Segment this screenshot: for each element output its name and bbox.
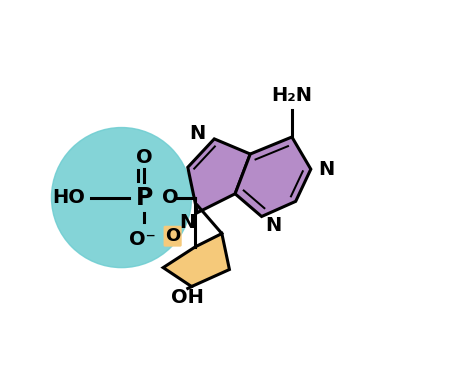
Text: O: O <box>136 148 153 167</box>
Text: P: P <box>136 185 153 210</box>
Text: N: N <box>265 217 281 236</box>
Polygon shape <box>163 234 229 287</box>
Text: HO: HO <box>52 188 85 207</box>
Text: O⁻: O⁻ <box>129 230 156 249</box>
Text: N: N <box>180 213 196 232</box>
Text: H₂N: H₂N <box>272 86 312 105</box>
Text: OH: OH <box>171 288 204 307</box>
Text: N: N <box>189 124 205 143</box>
Polygon shape <box>188 139 250 213</box>
Circle shape <box>52 128 191 268</box>
Text: O: O <box>163 188 179 207</box>
Polygon shape <box>235 137 311 217</box>
Text: O: O <box>165 227 180 245</box>
Text: N: N <box>318 160 334 179</box>
